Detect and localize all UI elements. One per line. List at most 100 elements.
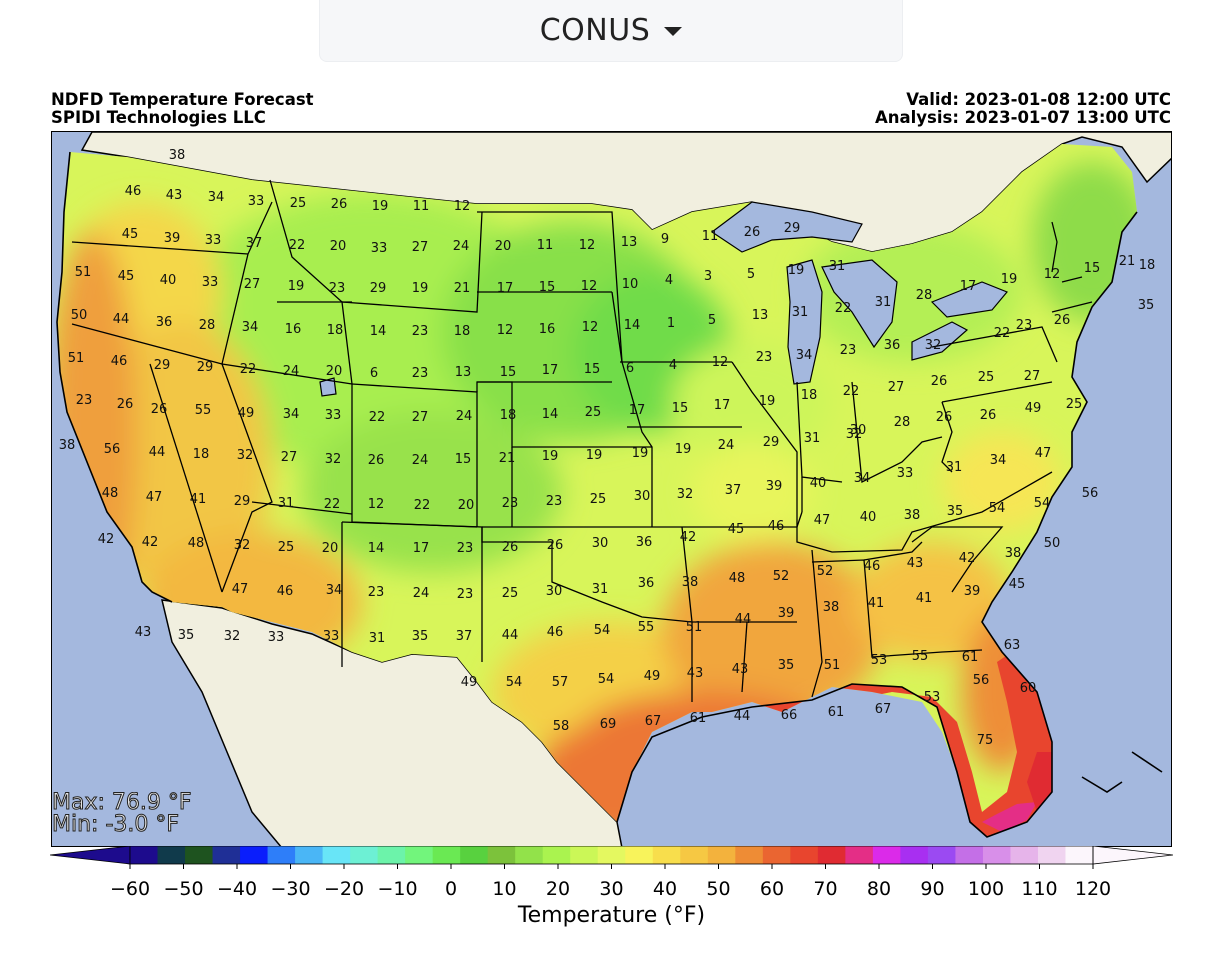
colorbar-swatch: [625, 846, 654, 864]
station-value: 55: [638, 620, 655, 635]
station-value: 15: [455, 452, 472, 467]
station-value: 54: [989, 501, 1006, 516]
station-value: 25: [290, 196, 307, 211]
station-value: 45: [118, 269, 135, 284]
station-value: 25: [585, 405, 602, 420]
station-value: 37: [456, 629, 473, 644]
station-value: 43: [135, 625, 152, 640]
station-value: 33: [268, 630, 285, 645]
station-value: 51: [686, 620, 703, 635]
station-value: 24: [453, 239, 470, 254]
station-value: 34: [854, 471, 871, 486]
station-value: 19: [1001, 272, 1018, 287]
station-value: 11: [537, 238, 554, 253]
station-value: 23: [1016, 318, 1033, 333]
station-value: 67: [875, 702, 892, 717]
station-value: 24: [283, 364, 300, 379]
station-value: 47: [1035, 446, 1052, 461]
station-value: 6: [626, 361, 634, 376]
station-value: 14: [624, 318, 641, 333]
station-value: 15: [539, 280, 556, 295]
coastlines: [56, 151, 1163, 838]
station-value: 16: [285, 322, 302, 337]
station-value: 42: [98, 532, 115, 547]
colorbar-tick-label: 20: [545, 878, 571, 900]
colorbar-swatch: [515, 846, 544, 864]
station-value: 38: [1005, 546, 1022, 561]
station-value: 52: [817, 564, 834, 579]
station-value: 75: [977, 733, 994, 748]
station-value: 66: [781, 708, 798, 723]
station-value: 33: [205, 233, 222, 248]
region-dropdown[interactable]: CONUS: [319, 0, 903, 62]
station-value: 41: [916, 591, 933, 606]
station-value: 12: [497, 323, 514, 338]
colorbar-tick-label: 50: [706, 878, 731, 900]
station-value: 48: [102, 486, 119, 501]
station-value: 19: [788, 263, 805, 278]
station-value: 29: [370, 281, 387, 296]
colorbar-swatch: [1037, 846, 1066, 864]
station-value: 54: [598, 672, 615, 687]
colorbar-swatch: [542, 846, 571, 864]
station-value: 23: [368, 585, 385, 600]
station-value: 19: [759, 394, 776, 409]
colorbar-tick-label: 120: [1074, 878, 1112, 900]
station-value: 35: [412, 629, 429, 644]
valid-time: Valid: 2023-01-08 12:00 UTC: [906, 90, 1171, 109]
station-value: 23: [457, 541, 474, 556]
colorbar-swatch: [927, 846, 956, 864]
station-value: 37: [246, 236, 263, 251]
station-value: 47: [146, 490, 163, 505]
temperature-map[interactable]: 38 46 43 34 33 25 26 19 11 12 45 39 33 37 22 20 33 27 24 20…: [51, 131, 1172, 847]
station-value: 13: [752, 308, 769, 323]
station-value: 45: [728, 522, 745, 537]
station-value: 52: [773, 569, 790, 584]
station-value: 44: [734, 709, 751, 724]
station-value: 38: [682, 575, 699, 590]
station-value: 38: [59, 438, 76, 453]
station-value: 32: [237, 448, 254, 463]
station-value: 26: [331, 197, 348, 212]
colorbar-swatch: [350, 846, 379, 864]
station-value: 33: [248, 194, 265, 209]
station-value: 46: [125, 184, 142, 199]
lake-superior: [710, 201, 863, 253]
station-value: 41: [190, 492, 207, 507]
station-value: 6: [370, 366, 378, 381]
station-value: 31: [875, 295, 892, 310]
colorbar-swatch: [295, 846, 324, 864]
colorbar-tick-label: −20: [323, 878, 365, 900]
station-value: 17: [413, 541, 430, 556]
station-value: 49: [461, 675, 478, 690]
station-value: 19: [542, 449, 559, 464]
station-value: 46: [864, 559, 881, 574]
colorbar-swatch: [1065, 846, 1094, 864]
station-value: 12: [582, 320, 599, 335]
station-value: 24: [412, 453, 429, 468]
map-header-left: NDFD Temperature Forecast SPIDI Technolo…: [51, 91, 314, 126]
station-value: 31: [804, 431, 821, 446]
station-value: 20: [322, 541, 339, 556]
station-value: 32: [677, 487, 694, 502]
station-value: 46: [277, 584, 294, 599]
station-value: 20: [458, 498, 475, 513]
colorbar-min-arrow: [50, 846, 131, 865]
lake-ontario: [930, 281, 1008, 318]
station-value: 11: [413, 199, 430, 214]
station-value: 25: [1066, 397, 1083, 412]
station-value: 24: [718, 438, 735, 453]
station-value: 22: [835, 301, 852, 316]
station-value: 43: [907, 556, 924, 571]
station-value: 21: [454, 281, 471, 296]
station-value: 22: [369, 410, 386, 425]
station-value: 67: [645, 714, 662, 729]
map-organization: SPIDI Technologies LLC: [51, 107, 266, 127]
colorbar-swatch: [982, 846, 1011, 864]
colorbar-tick-label: 110: [1021, 878, 1058, 900]
colorbar-swatch: [680, 846, 709, 864]
station-value: 51: [68, 351, 85, 366]
station-value: 27: [1024, 369, 1041, 384]
station-value: 34: [796, 348, 813, 363]
station-value: 34: [283, 407, 300, 422]
